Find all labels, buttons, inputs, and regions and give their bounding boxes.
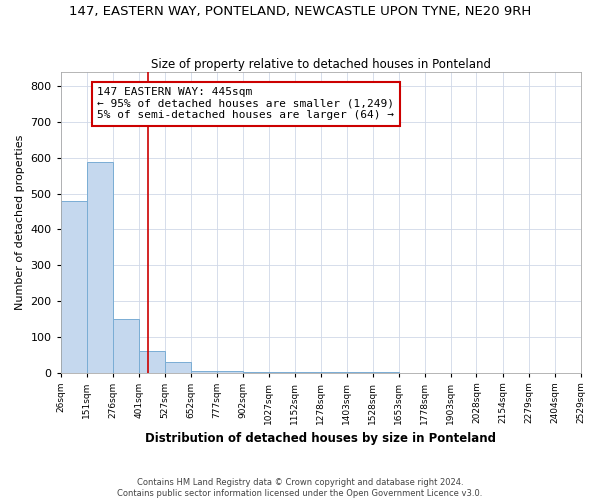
Y-axis label: Number of detached properties: Number of detached properties [15, 134, 25, 310]
Text: Contains HM Land Registry data © Crown copyright and database right 2024.
Contai: Contains HM Land Registry data © Crown c… [118, 478, 482, 498]
Bar [139, 351, 165, 372]
X-axis label: Distribution of detached houses by size in Ponteland: Distribution of detached houses by size … [145, 432, 496, 445]
Title: Size of property relative to detached houses in Ponteland: Size of property relative to detached ho… [151, 58, 491, 71]
Bar [113, 319, 139, 372]
Bar [191, 370, 217, 372]
Bar [86, 162, 113, 372]
Bar [165, 362, 191, 372]
Bar [61, 201, 86, 372]
Text: 147, EASTERN WAY, PONTELAND, NEWCASTLE UPON TYNE, NE20 9RH: 147, EASTERN WAY, PONTELAND, NEWCASTLE U… [69, 5, 531, 18]
Text: 147 EASTERN WAY: 445sqm
← 95% of detached houses are smaller (1,249)
5% of semi-: 147 EASTERN WAY: 445sqm ← 95% of detache… [97, 87, 394, 120]
